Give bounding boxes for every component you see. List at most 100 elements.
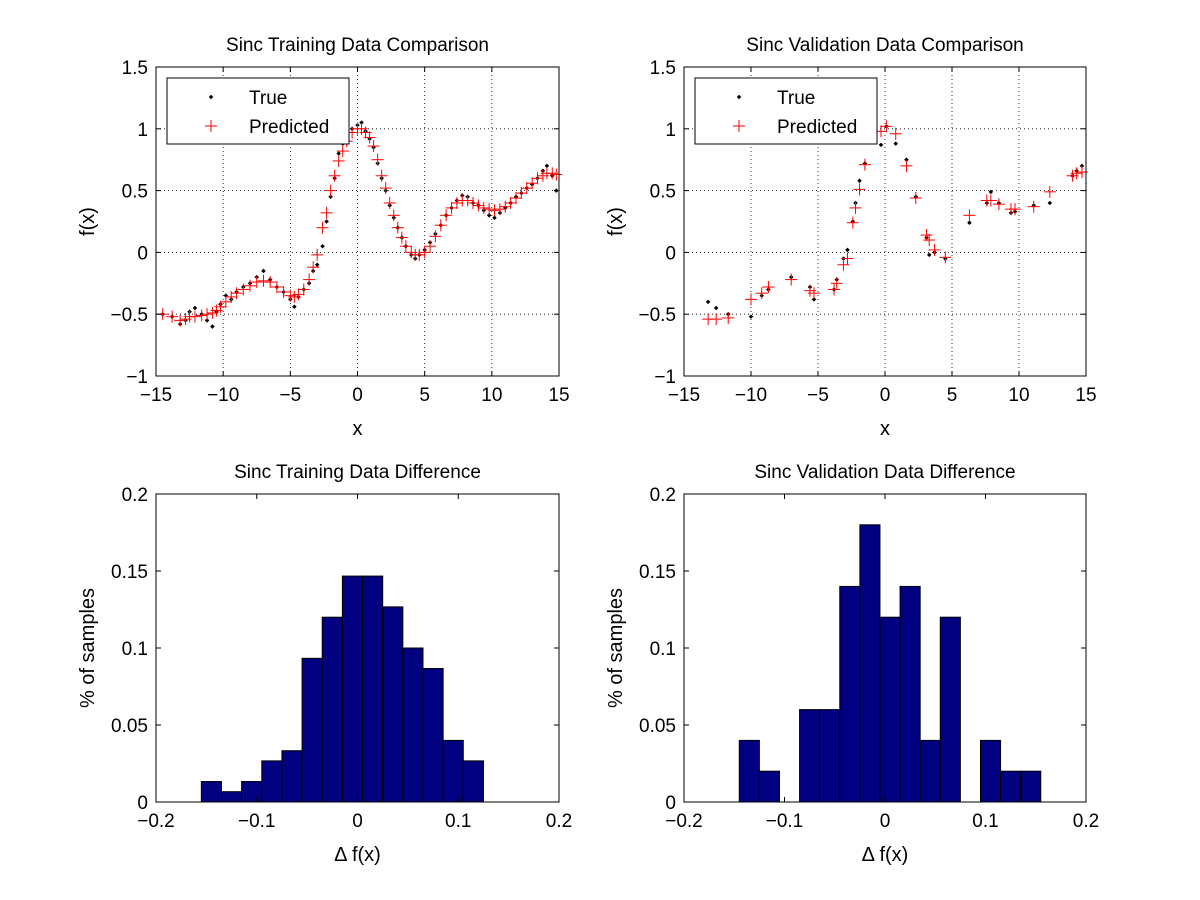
data-point-predicted: [920, 229, 933, 242]
data-point-predicted: [371, 153, 384, 166]
x-tick-label: −5: [807, 385, 829, 406]
data-point-predicted: [963, 209, 976, 222]
histogram-bar: [261, 760, 283, 803]
data-point-true: [713, 305, 719, 311]
data-point-predicted: [303, 273, 316, 286]
data-point-predicted: [1008, 203, 1021, 216]
data-point-predicted: [429, 230, 442, 243]
histogram-bar: [301, 657, 323, 803]
histogram-bar: [839, 585, 861, 803]
data-point-predicted: [880, 120, 893, 133]
y-tick-label: 0.05: [111, 716, 148, 737]
histogram-bar: [979, 739, 1002, 803]
data-point-predicted: [504, 196, 517, 209]
series-predicted: [156, 122, 563, 327]
x-tick-label: −15: [140, 385, 172, 406]
data-point-predicted: [467, 196, 480, 209]
data-point-predicted: [828, 283, 841, 296]
y-tick-label: −1: [654, 367, 676, 388]
data-point-predicted: [849, 201, 862, 214]
histogram-bar: [281, 750, 303, 803]
x-tick-label: 10: [481, 385, 502, 406]
y-axis-label: % of samples: [77, 588, 99, 708]
x-tick-label: −0.1: [238, 811, 276, 832]
data-point-predicted: [755, 287, 768, 300]
data-point-predicted: [846, 216, 859, 229]
histogram-bar: [879, 616, 901, 803]
data-point-predicted: [762, 281, 775, 294]
data-point-predicted: [424, 240, 437, 253]
data-point-predicted: [807, 287, 820, 300]
bars: [200, 575, 484, 803]
y-tick-label: 0.2: [122, 485, 148, 506]
data-point-predicted: [889, 127, 902, 140]
data-point-predicted: [367, 140, 380, 153]
chart-title: Sinc Training Data Difference: [234, 462, 481, 483]
histogram-bar: [402, 647, 424, 803]
legend-box: [694, 77, 878, 145]
data-point-predicted: [219, 295, 232, 308]
data-point-predicted: [297, 283, 310, 296]
chart-title: Sinc Validation Data Difference: [754, 462, 1015, 483]
histogram-bar: [200, 781, 222, 803]
x-axis-label: x: [353, 418, 363, 440]
data-point-predicted: [785, 273, 798, 286]
data-point-predicted: [237, 283, 250, 296]
data-point-predicted: [440, 209, 453, 222]
data-point-predicted: [363, 131, 376, 144]
data-point-predicted: [923, 234, 936, 247]
histogram-bar: [442, 739, 464, 803]
data-point-predicted: [939, 251, 952, 264]
data-point-predicted: [174, 314, 187, 327]
legend-label: True: [777, 88, 815, 109]
data-point-predicted: [445, 201, 458, 214]
histogram-bar: [819, 709, 841, 803]
data-point-predicted: [264, 276, 277, 289]
x-tick-label: 0.2: [1073, 811, 1099, 832]
series-predicted: [702, 120, 1088, 326]
data-point-predicted: [858, 158, 871, 171]
y-axis-label: % of samples: [605, 588, 627, 708]
histogram-bar: [899, 585, 921, 803]
data-point-predicted: [483, 203, 496, 216]
chart-1: −15 −10 −5 0 5 10 15 −1 −0.5 0 0.5 1 1.5 Sinc Trainin…: [77, 35, 570, 440]
data-point-true: [705, 299, 711, 305]
data-point-true: [1079, 163, 1085, 169]
data-point-true: [314, 262, 320, 268]
data-point-predicted: [531, 172, 544, 185]
data-point-predicted: [336, 145, 349, 158]
y-tick-label: 0: [665, 243, 676, 264]
y-axis-label: f(x): [77, 207, 99, 236]
data-point-predicted: [311, 248, 324, 261]
data-point-predicted: [324, 184, 337, 197]
data-point-predicted: [526, 177, 539, 190]
data-point-predicted: [1027, 200, 1040, 213]
data-point-predicted: [244, 279, 257, 292]
y-tick-label: 0.1: [650, 639, 676, 660]
data-point-true: [748, 314, 754, 319]
data-point-predicted: [900, 159, 913, 172]
x-tick-label: 10: [1008, 385, 1029, 406]
data-point-predicted: [395, 231, 408, 244]
y-tick-label: 1.5: [650, 58, 676, 79]
data-point-predicted: [493, 203, 506, 216]
data-point-predicted: [841, 252, 854, 265]
data-point-predicted: [270, 281, 283, 294]
y-tick-label: 0.15: [639, 562, 676, 583]
x-tick-label: −0.2: [137, 811, 175, 832]
data-point-true: [292, 304, 297, 310]
legend-label: Predicted: [777, 117, 857, 138]
x-axis-label: x: [880, 418, 890, 440]
x-tick-label: −0.1: [766, 811, 804, 832]
data-point-predicted: [166, 310, 179, 323]
data-point-predicted: [250, 276, 263, 289]
histogram-bar: [462, 760, 484, 803]
x-tick-label: 0.1: [972, 811, 998, 832]
histogram-bar: [321, 616, 343, 803]
histogram-bar: [738, 739, 760, 803]
legend: True Predicted: [694, 77, 878, 145]
data-point-predicted: [292, 288, 305, 301]
x-tick-label: 15: [1075, 385, 1096, 406]
legend-label: True: [249, 88, 287, 109]
